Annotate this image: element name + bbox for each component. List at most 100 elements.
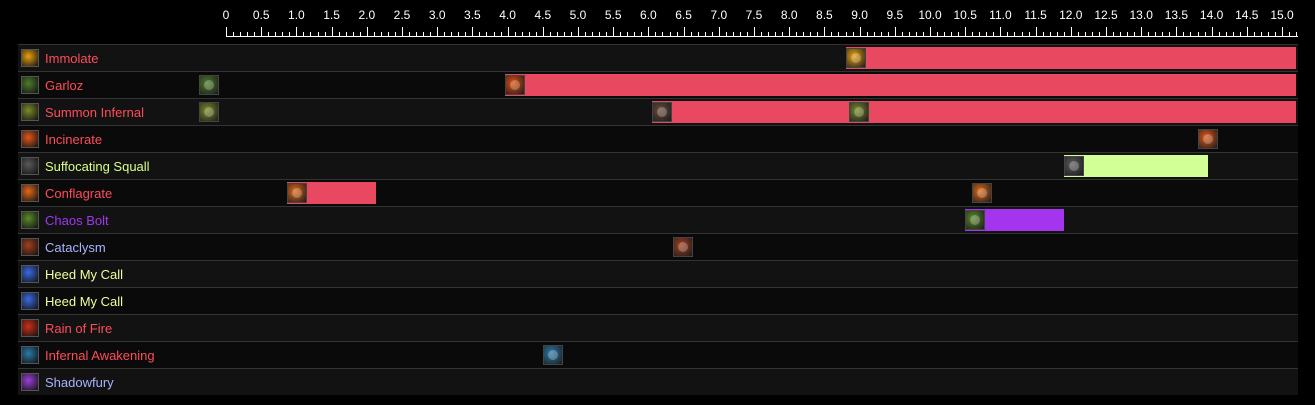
cast-icon[interactable] [1197,129,1218,149]
axis-minor-tick [500,32,502,37]
row-header: Garloz [18,72,83,98]
axis-tick-label: 4.0 [499,8,516,22]
cast-icon[interactable] [505,75,526,95]
axis-minor-tick [634,32,636,37]
axis-major-tick [261,27,263,37]
ability-row: Conflagrate [18,179,1298,206]
axis-minor-tick [1225,32,1227,37]
axis-minor-tick [838,32,840,37]
axis-minor-tick [1148,32,1150,37]
axis-major-tick [472,27,474,37]
axis-minor-tick [796,32,798,37]
infernal-awakening-icon [21,346,39,364]
axis-minor-tick [803,32,805,37]
axis-minor-tick [310,32,312,37]
axis-major-tick [1000,27,1002,37]
axis-minor-tick [444,32,446,37]
axis-minor-tick [817,32,819,37]
axis-tick-label: 2.0 [358,8,376,22]
axis-minor-tick [782,32,784,37]
cast-icon[interactable] [199,75,220,95]
axis-minor-tick [937,32,939,37]
axis-minor-tick [423,32,425,37]
ability-row: Garloz [18,71,1298,98]
axis-minor-tick [1204,32,1206,37]
duration-bar [1063,155,1209,177]
axis-tick-label: 5.5 [604,8,622,22]
axis-minor-tick [275,32,277,37]
cast-icon[interactable] [965,210,986,230]
axis-tick-label: 6.5 [675,8,692,22]
axis-minor-tick [951,32,953,37]
cast-icon[interactable] [651,102,672,122]
axis-tick-label: 11.5 [1024,8,1047,22]
axis-minor-tick [1077,32,1079,37]
axis-tick-label: 12.5 [1094,8,1118,22]
cast-icon[interactable] [287,183,308,203]
cast-icon[interactable] [673,237,694,257]
axis-minor-tick [641,32,643,37]
axis-minor-tick [1169,32,1171,37]
incinerate-icon [21,130,39,148]
axis-minor-tick [324,32,326,37]
cast-icon[interactable] [972,183,993,203]
summon-infernal-icon [21,103,39,121]
cast-icon[interactable] [199,102,220,122]
axis-minor-tick [380,32,382,37]
axis-minor-tick [486,32,488,37]
axis-minor-tick [338,32,340,37]
axis-tick-label: 8.0 [780,8,798,22]
axis-major-tick [930,27,931,37]
row-header: Suffocating Squall [18,153,150,179]
ability-row: Incinerate [18,125,1298,152]
axis-major-tick [965,27,967,37]
axis-minor-tick [1260,32,1262,37]
axis-minor-tick [1274,32,1276,37]
axis-minor-tick [1289,32,1291,37]
axis-major-tick [331,27,333,37]
axis-tick-label: 3.5 [464,8,481,22]
duration-bar [287,182,376,204]
axis-tick-label: 15.0 [1270,8,1294,22]
axis-minor-tick [359,32,361,37]
axis-minor-tick [521,32,523,37]
row-header: Shadowfury [18,369,114,395]
cast-icon[interactable] [845,48,866,68]
row-header: Immolate [18,45,98,71]
axis-minor-tick [409,32,411,37]
axis-minor-tick [880,32,882,37]
axis-major-tick [824,27,826,37]
axis-minor-tick [1183,32,1185,37]
axis-minor-tick [922,32,924,37]
ability-label: Shadowfury [45,374,114,390]
axis-minor-tick [1028,32,1030,37]
axis-minor-tick [761,32,763,37]
cast-icon[interactable] [1063,156,1084,176]
axis-minor-tick [1162,32,1164,37]
axis-major-tick [1246,27,1248,37]
axis-minor-tick [592,32,594,37]
axis-minor-tick [845,32,847,37]
axis-minor-tick [1014,32,1016,37]
cast-icon[interactable] [542,345,563,365]
axis-minor-tick [606,32,608,37]
axis-minor-tick [514,32,516,37]
axis-minor-tick [570,32,572,37]
ability-row: Immolate [18,44,1298,71]
axis-tick-label: 4.5 [534,8,552,22]
axis-minor-tick [563,32,565,37]
axis-tick-label: 9.0 [851,8,868,22]
axis-major-tick [1070,27,1072,37]
cast-icon[interactable] [849,102,870,122]
axis-minor-tick [254,32,256,37]
ability-rows: Immolate Garloz Summon Infernal Incinerate S… [18,44,1298,395]
axis-minor-tick [831,32,833,37]
axis-minor-tick [303,32,305,37]
axis-major-tick [296,27,298,37]
ability-row: Suffocating Squall [18,152,1298,179]
axis-tick-label: 8.5 [816,8,833,22]
row-header: Summon Infernal [18,99,144,125]
axis-minor-tick [1296,32,1298,37]
ability-label: Heed My Call [45,293,124,309]
